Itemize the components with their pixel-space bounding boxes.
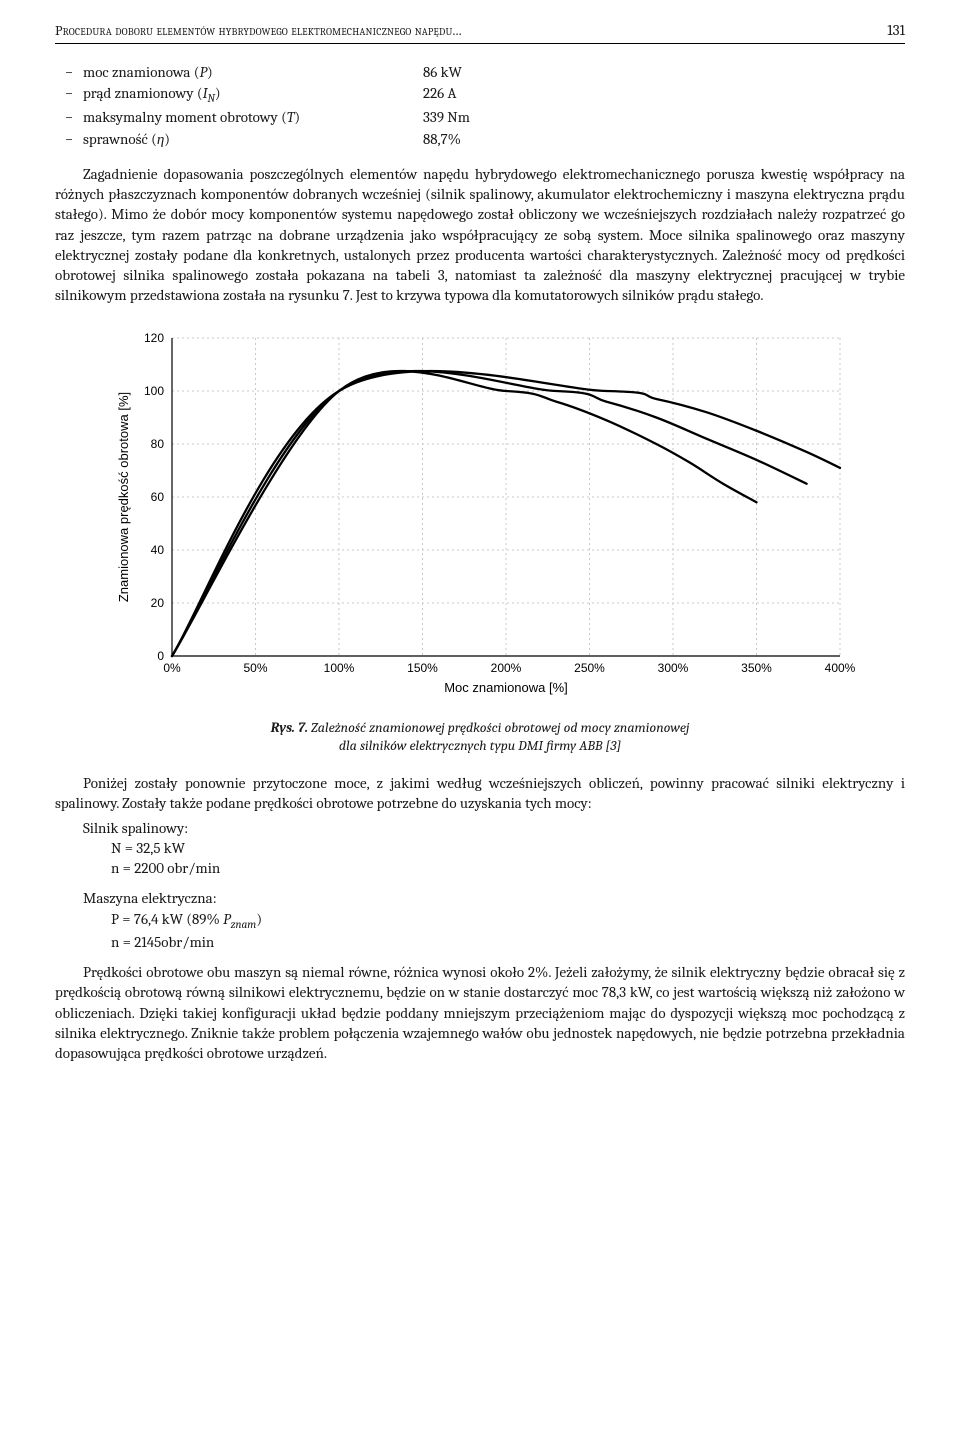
param-value: 339 Nm bbox=[423, 107, 470, 127]
figure-7-caption: Rys. 7. Zależność znamionowej prędkości … bbox=[55, 719, 905, 755]
param-item: −maksymalny moment obrotowy (T)339 Nm bbox=[55, 107, 905, 128]
figure-7: 0% 50% 100% 150% 200% 250% 300% 350% 400% 0 20 40 60… bbox=[55, 326, 905, 711]
param-label: maksymalny moment obrotowy (T) bbox=[83, 107, 423, 127]
svg-text:120: 120 bbox=[144, 331, 164, 345]
svg-text:0%: 0% bbox=[163, 661, 181, 675]
running-title: Procedura doboru elementów hybrydowego e… bbox=[55, 22, 462, 41]
svg-text:50%: 50% bbox=[243, 661, 267, 675]
engine-block: Silnik spalinowy: N = 32,5 kW n = 2200 o… bbox=[55, 818, 905, 879]
svg-text:300%: 300% bbox=[658, 661, 689, 675]
machine-heading: Maszyna elektryczna: bbox=[55, 888, 905, 908]
param-label: sprawność (η) bbox=[83, 129, 423, 149]
svg-text:20: 20 bbox=[151, 596, 165, 610]
svg-text:0: 0 bbox=[157, 649, 164, 663]
svg-text:100%: 100% bbox=[324, 661, 355, 675]
svg-text:250%: 250% bbox=[574, 661, 605, 675]
param-label: prąd znamionowy (IN) bbox=[83, 83, 423, 106]
svg-text:60: 60 bbox=[151, 490, 165, 504]
paragraph-3: Prędkości obrotowe obu maszyn są niemal … bbox=[55, 962, 905, 1063]
svg-text:200%: 200% bbox=[491, 661, 522, 675]
param-label: moc znamionowa (P) bbox=[83, 62, 423, 82]
page-header: Procedura doboru elementów hybrydowego e… bbox=[55, 20, 905, 44]
svg-text:Moc znamionowa [%]: Moc znamionowa [%] bbox=[444, 680, 568, 695]
machine-block: Maszyna elektryczna: P = 76,4 kW (89% Pz… bbox=[55, 888, 905, 952]
parameter-list: −moc znamionowa (P)86 kW−prąd znamionowy… bbox=[55, 62, 905, 150]
figure-7-chart: 0% 50% 100% 150% 200% 250% 300% 350% 400% 0 20 40 60… bbox=[100, 326, 860, 706]
figure-caption-text: Zależność znamionowej prędkości obrotowe… bbox=[308, 719, 689, 754]
svg-text:350%: 350% bbox=[741, 661, 772, 675]
machine-value: n = 2145obr/min bbox=[55, 932, 905, 952]
engine-value: N = 32,5 kW bbox=[55, 838, 905, 858]
paragraph-1: Zagadnienie dopasowania poszczególnych e… bbox=[55, 164, 905, 306]
figure-label: Rys. 7. bbox=[271, 719, 308, 736]
param-value: 88,7% bbox=[423, 129, 461, 149]
paragraph-2: Poniżej zostały ponownie przytoczone moc… bbox=[55, 773, 905, 814]
svg-text:100: 100 bbox=[144, 384, 164, 398]
svg-text:Znamionowa prędkość obrotowa [: Znamionowa prędkość obrotowa [%] bbox=[116, 391, 131, 601]
page-number: 131 bbox=[887, 20, 905, 40]
param-value: 86 kW bbox=[423, 62, 462, 82]
param-item: −prąd znamionowy (IN)226 A bbox=[55, 83, 905, 107]
engine-heading: Silnik spalinowy: bbox=[55, 818, 905, 838]
svg-text:80: 80 bbox=[151, 437, 165, 451]
engine-value: n = 2200 obr/min bbox=[55, 858, 905, 878]
svg-text:40: 40 bbox=[151, 543, 165, 557]
param-value: 226 A bbox=[423, 83, 457, 103]
param-item: −sprawność (η)88,7% bbox=[55, 129, 905, 150]
machine-value: P = 76,4 kW (89% Pznam) bbox=[55, 909, 905, 932]
svg-text:400%: 400% bbox=[825, 661, 856, 675]
param-item: −moc znamionowa (P)86 kW bbox=[55, 62, 905, 83]
svg-text:150%: 150% bbox=[407, 661, 438, 675]
